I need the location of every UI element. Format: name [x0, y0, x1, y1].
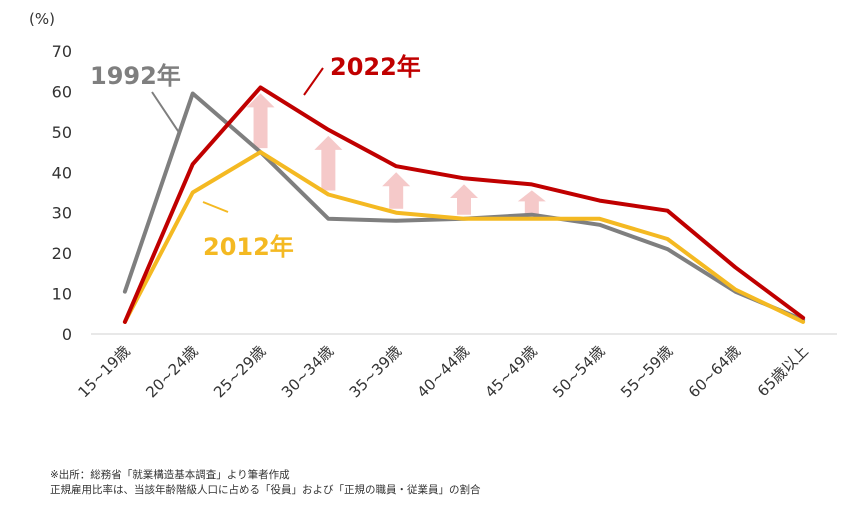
x-tick-label: 40~44歳	[414, 342, 473, 401]
x-tick-label: 20~24歳	[142, 342, 201, 401]
series-label-1992: 1992年	[90, 62, 181, 90]
series-label-2012-leader	[202, 201, 229, 213]
x-tick-label: 55~59歳	[617, 342, 676, 401]
x-tick-label: 50~54歳	[549, 342, 608, 401]
x-tick-label: 65歳以上	[754, 342, 812, 400]
increase-arrow	[382, 172, 411, 209]
series-line-2022年	[122, 85, 806, 324]
series-label-2012: 2012年	[203, 233, 294, 261]
increase-arrow	[450, 184, 478, 215]
source-note: ※出所：総務省「就業構造基本調査」より筆者作成	[50, 469, 290, 481]
x-tick-label: 35~39歳	[346, 342, 405, 401]
line-chart: (%) 0 10 20 30 40 50 60 70 15~19歳 20~24歳 25~29歳 30…	[29, 10, 837, 401]
y-axis-label: (%)	[29, 10, 55, 28]
y-tick-label: 20	[52, 244, 72, 263]
y-tick-label: 50	[52, 123, 72, 142]
source-notes: ※出所：総務省「就業構造基本調査」より筆者作成 正規雇用比率は、当該年齢階級人口…	[50, 468, 481, 498]
y-tick-label: 40	[52, 163, 72, 182]
x-tick-label: 25~29歳	[210, 342, 269, 401]
y-tick-label: 0	[62, 325, 72, 344]
series-lines	[122, 85, 806, 324]
series-label-2022: 2022年	[330, 53, 421, 81]
x-tick-labels: 15~19歳 20~24歳 25~29歳 30~34歳 35~39歳 40~44歳 45~4…	[75, 342, 812, 401]
series-line-2012年	[122, 150, 806, 324]
increase-arrow	[246, 93, 275, 149]
y-tick-label: 70	[52, 42, 72, 61]
x-tick-label: 30~34歳	[278, 342, 337, 401]
y-tick-label: 10	[52, 285, 72, 304]
x-tick-label: 45~49歳	[481, 342, 540, 401]
series-label-1992-leader	[151, 91, 181, 135]
increase-arrows	[246, 93, 546, 215]
increase-arrow	[517, 190, 546, 215]
increase-arrow	[314, 135, 343, 191]
x-tick-label: 60~64歳	[685, 342, 744, 401]
y-tick-label: 30	[52, 204, 72, 223]
definition-note: 正規雇用比率は、当該年齢階級人口に占める「役員」および「正規の職員・従業員」の割…	[50, 484, 481, 496]
y-tick-label: 60	[52, 82, 72, 101]
series-label-2022-leader	[303, 67, 324, 96]
x-tick-label: 15~19歳	[75, 342, 134, 401]
y-tick-labels: 0 10 20 30 40 50 60 70	[52, 42, 72, 344]
